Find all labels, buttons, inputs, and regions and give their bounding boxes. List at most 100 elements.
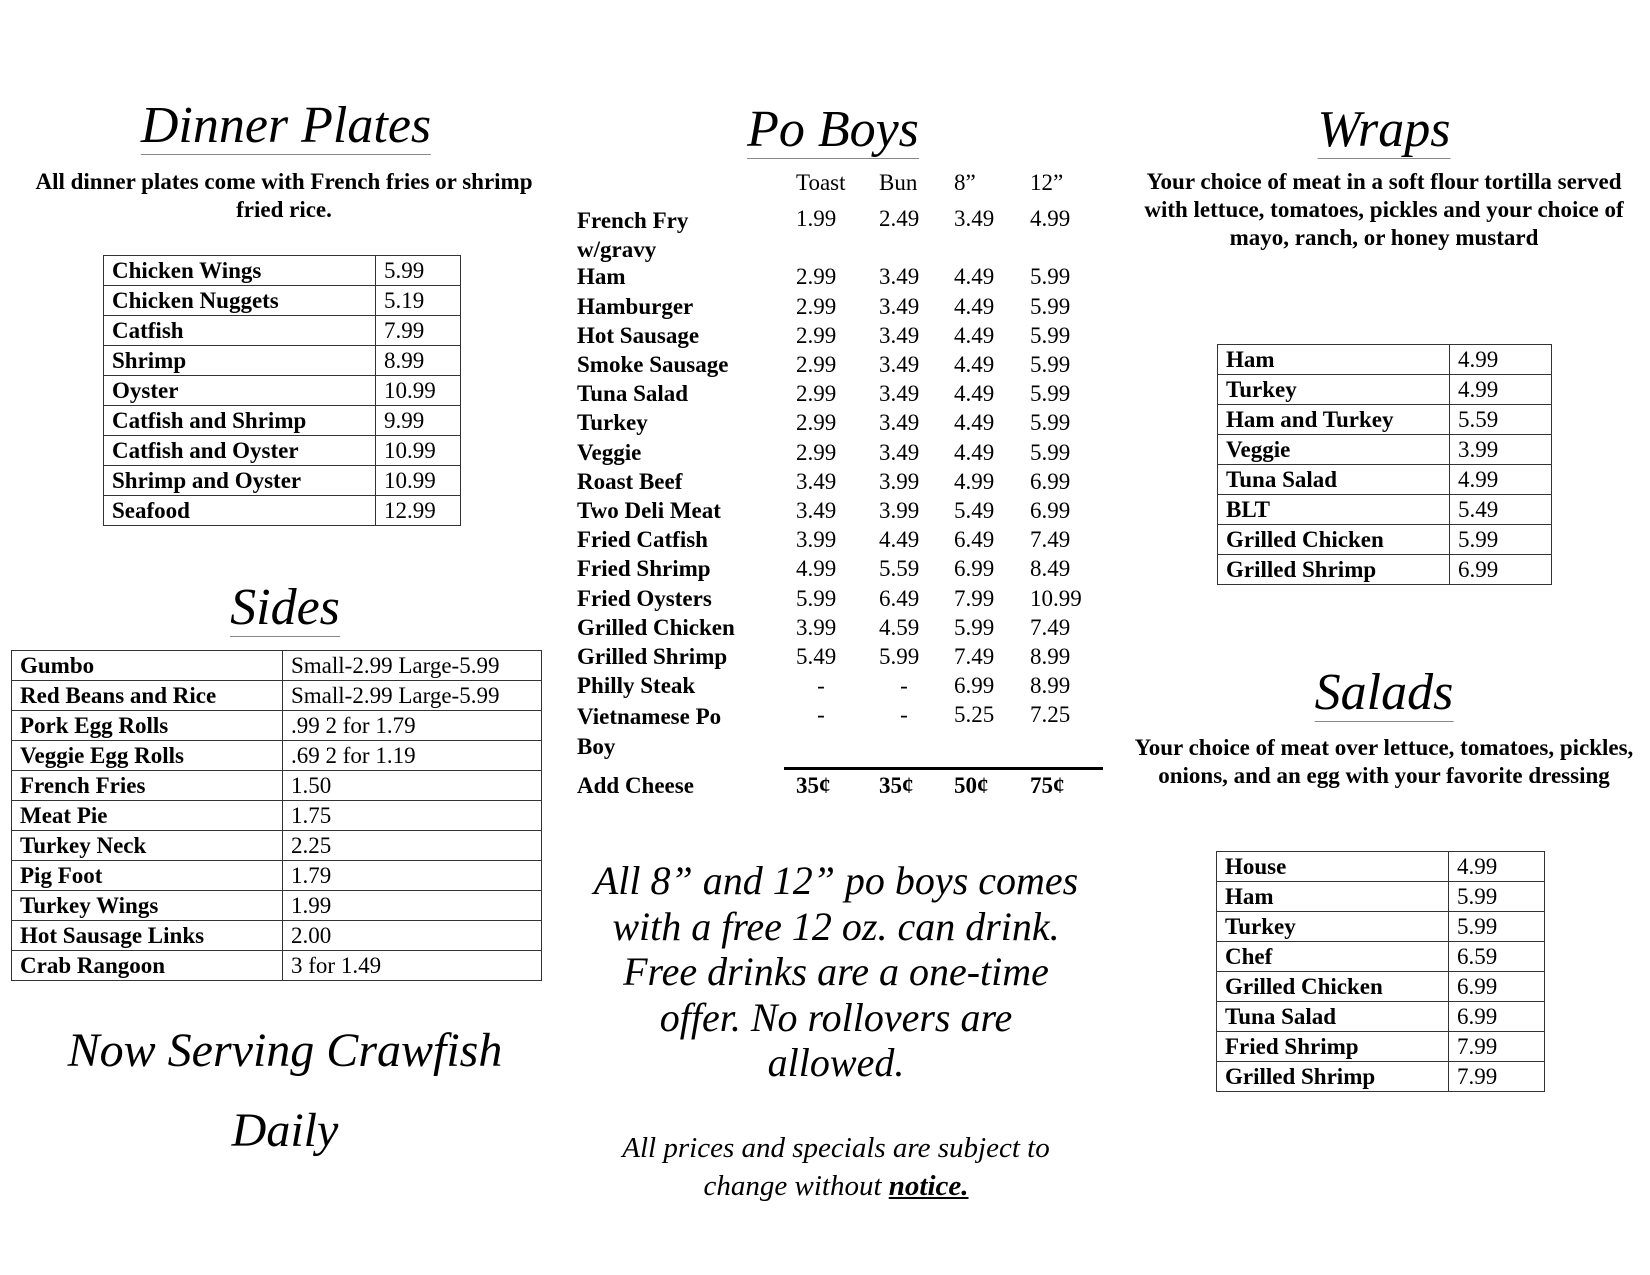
po-boy-name: Fried Catfish [577, 527, 708, 553]
menu-row: Turkey Wings 1.99 [11, 890, 542, 921]
item-price: 4.99 [1449, 464, 1552, 495]
menu-row: Shrimp 8.99 [103, 345, 461, 376]
po-boy-price: 6.99 [1030, 468, 1071, 494]
po-boy-name: Hamburger [577, 293, 694, 319]
po-boy-name: Roast Beef [577, 468, 683, 494]
item-price: 5.99 [1449, 524, 1552, 555]
menu-row: Catfish and Shrimp 9.99 [103, 405, 461, 436]
item-name: Catfish [103, 315, 376, 346]
item-name: Veggie [1217, 434, 1450, 465]
po-boy-price: 5.99 [1030, 322, 1071, 348]
po-boy-price: 3.49 [954, 206, 995, 231]
item-name: Tuna Salad [1217, 464, 1450, 495]
item-price: 1.79 [282, 860, 542, 891]
salads-table: House 4.99 Ham 5.99 Turkey 5.99 Chef 6.59 Grille… [1216, 851, 1545, 1092]
po-boy-price: 5.99 [1030, 352, 1071, 377]
dinner-plates-title: Dinner Plates [140, 97, 432, 155]
po-boy-price: 5.99 [1030, 410, 1071, 436]
item-name: Shrimp [103, 345, 376, 376]
dinner-plates-description: All dinner plates come with French fries… [35, 169, 533, 222]
item-name: Turkey Neck [11, 830, 283, 861]
po-boy-price: 1.99 [796, 206, 837, 231]
item-name: House [1216, 851, 1449, 882]
item-name: Turkey Wings [11, 890, 283, 921]
notice-emphasis: notice. [888, 1170, 969, 1202]
item-name: Grilled Chicken [1217, 524, 1450, 555]
po-boy-price: 3.99 [879, 468, 920, 494]
item-name: Meat Pie [11, 800, 283, 831]
item-name: Shrimp and Oyster [103, 465, 376, 496]
po-boy-price: 3.49 [796, 468, 837, 494]
po-boy-price: 2.99 [796, 322, 837, 348]
notice-line-1: All prices and specials are subject to [622, 1132, 1050, 1164]
po-boy-price: 3.49 [879, 381, 920, 407]
item-name: French Fries [11, 770, 283, 801]
menu-row: French Fries 1.50 [11, 770, 542, 801]
salads-title: Salads [1314, 664, 1454, 722]
promo-line: with a free 12 oz. can drink. [612, 903, 1060, 949]
item-price: 5.99 [375, 255, 461, 286]
menu-row: BLT 5.49 [1217, 494, 1552, 525]
item-price: 8.99 [375, 345, 461, 376]
po-boy-price: 4.49 [954, 322, 995, 348]
wraps-title: Wraps [1317, 101, 1451, 159]
po-boy-price: 4.99 [796, 556, 837, 582]
item-name: Tuna Salad [1216, 1001, 1449, 1032]
item-name: Grilled Shrimp [1217, 554, 1450, 585]
item-price: 9.99 [375, 405, 461, 436]
menu-row: Grilled Chicken 6.99 [1216, 971, 1545, 1002]
item-price: 5.99 [1448, 911, 1545, 942]
item-name: Grilled Shrimp [1216, 1061, 1449, 1092]
po-boy-name: Hot Sausage [577, 322, 700, 348]
po-boy-price: 7.49 [954, 644, 995, 669]
po-boy-price: 6.99 [954, 556, 995, 582]
item-name: BLT [1217, 494, 1450, 525]
po-boy-price: 5.49 [796, 644, 837, 669]
po-boy-price: 3.49 [879, 293, 920, 319]
po-boy-price: 2.49 [879, 206, 920, 231]
po-boy-price: 3.99 [796, 614, 837, 640]
item-name: Red Beans and Rice [11, 680, 283, 711]
item-price: 3 for 1.49 [282, 950, 542, 981]
item-price: 6.59 [1448, 941, 1545, 972]
item-price: 3.99 [1449, 434, 1552, 465]
column-header: 8” [954, 170, 976, 195]
salads-description: Your choice of meat over lettuce, tomato… [1134, 735, 1634, 788]
promo-line: Free drinks are a one-time [623, 949, 1049, 994]
po-boy-price: 4.49 [954, 381, 995, 407]
menu-row: Tuna Salad 6.99 [1216, 1001, 1545, 1032]
po-boys-title: Po Boys [747, 101, 919, 159]
cheese-price: 75¢ [1030, 773, 1065, 798]
item-name: Chef [1216, 941, 1449, 972]
po-boy-price: 6.99 [954, 673, 995, 699]
item-name: Ham [1216, 881, 1449, 912]
wraps-description: Your choice of meat in a soft flour tort… [1144, 169, 1624, 250]
po-boy-price: 3.99 [796, 527, 837, 553]
item-price: 7.99 [375, 315, 461, 346]
po-boy-name: French Fry w/gravy [577, 208, 689, 263]
po-boy-name: Ham [577, 264, 626, 290]
po-boy-price: 3.49 [879, 264, 920, 290]
crawfish-line-1: Now Serving Crawfish [67, 1024, 503, 1077]
menu-row: Turkey 5.99 [1216, 911, 1545, 942]
notice-line-2: change without notice. [703, 1168, 968, 1205]
po-boy-price: 5.59 [879, 556, 920, 582]
po-boy-name: Two Deli Meat [577, 498, 721, 523]
item-price: 4.99 [1449, 374, 1552, 405]
menu-row: Crab Rangoon 3 for 1.49 [11, 950, 542, 981]
po-boy-price: 3.49 [879, 439, 920, 465]
menu-row: Veggie Egg Rolls .69 2 for 1.19 [11, 740, 542, 771]
po-boy-name: Philly Steak [577, 673, 696, 699]
po-boy-name: Grilled Chicken [577, 614, 735, 640]
po-boy-price: 4.49 [954, 410, 995, 436]
menu-row: Shrimp and Oyster 10.99 [103, 465, 461, 496]
po-boy-price: 2.99 [796, 439, 837, 465]
po-boy-price: 5.99 [1030, 381, 1071, 407]
po-boy-price: 4.49 [954, 439, 995, 465]
item-name: Veggie Egg Rolls [11, 740, 283, 771]
menu-row: Oyster 10.99 [103, 375, 461, 406]
po-boy-price: 6.49 [954, 527, 995, 553]
item-name: Chicken Nuggets [103, 285, 376, 316]
column-header: 12” [1030, 170, 1064, 195]
menu-row: Ham and Turkey 5.59 [1217, 404, 1552, 435]
